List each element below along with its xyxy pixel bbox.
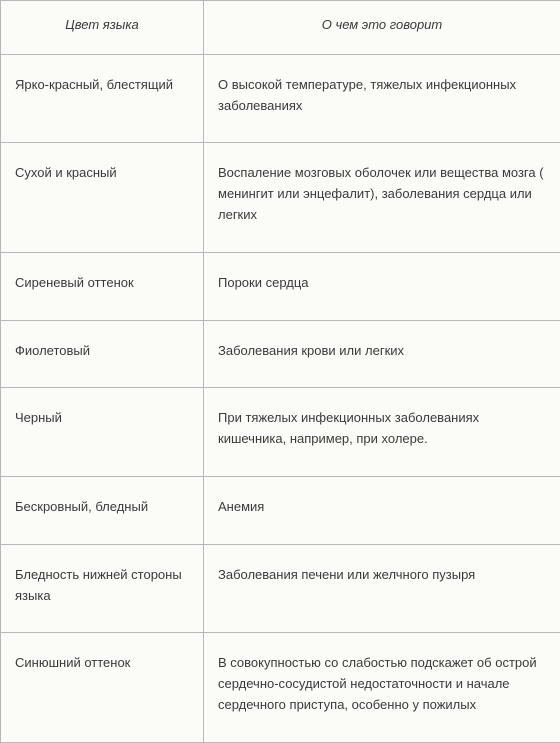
cell-meaning: В совокупностью со слабостью подскажет о…: [204, 633, 560, 742]
cell-color: Бескровный, бледный: [1, 476, 204, 544]
tongue-color-table: Цвет языка О чем это говорит Ярко-красны…: [0, 0, 560, 743]
cell-color: Сухой и красный: [1, 143, 204, 252]
cell-meaning: Анемия: [204, 476, 560, 544]
cell-meaning: Пороки сердца: [204, 252, 560, 320]
cell-color: Фиолетовый: [1, 320, 204, 388]
cell-color: Бледность нижней стороны языка: [1, 544, 204, 633]
table-body: Ярко-красный, блестящий О высокой темпер…: [1, 54, 560, 742]
cell-color: Черный: [1, 388, 204, 477]
table-row: Фиолетовый Заболевания крови или легких: [1, 320, 560, 388]
col-header-color: Цвет языка: [1, 1, 204, 55]
cell-meaning: Заболевания печени или желчного пузыря: [204, 544, 560, 633]
col-header-meaning: О чем это говорит: [204, 1, 560, 55]
table-header-row: Цвет языка О чем это говорит: [1, 1, 560, 55]
cell-meaning: О высокой температуре, тяжелых инфекцион…: [204, 54, 560, 143]
cell-meaning: Заболевания крови или легких: [204, 320, 560, 388]
table-row: Черный При тяжелых инфекционных заболева…: [1, 388, 560, 477]
table-row: Ярко-красный, блестящий О высокой темпер…: [1, 54, 560, 143]
table-row: Бескровный, бледный Анемия: [1, 476, 560, 544]
cell-meaning: При тяжелых инфекционных заболеваниях ки…: [204, 388, 560, 477]
table-row: Синюшний оттенок В совокупностью со слаб…: [1, 633, 560, 742]
cell-color: Сиреневый оттенок: [1, 252, 204, 320]
cell-color: Синюшний оттенок: [1, 633, 204, 742]
table-row: Бледность нижней стороны языка Заболеван…: [1, 544, 560, 633]
table-row: Сиреневый оттенок Пороки сердца: [1, 252, 560, 320]
cell-color: Ярко-красный, блестящий: [1, 54, 204, 143]
table-row: Сухой и красный Воспаление мозговых обол…: [1, 143, 560, 252]
cell-meaning: Воспаление мозговых оболочек или веществ…: [204, 143, 560, 252]
